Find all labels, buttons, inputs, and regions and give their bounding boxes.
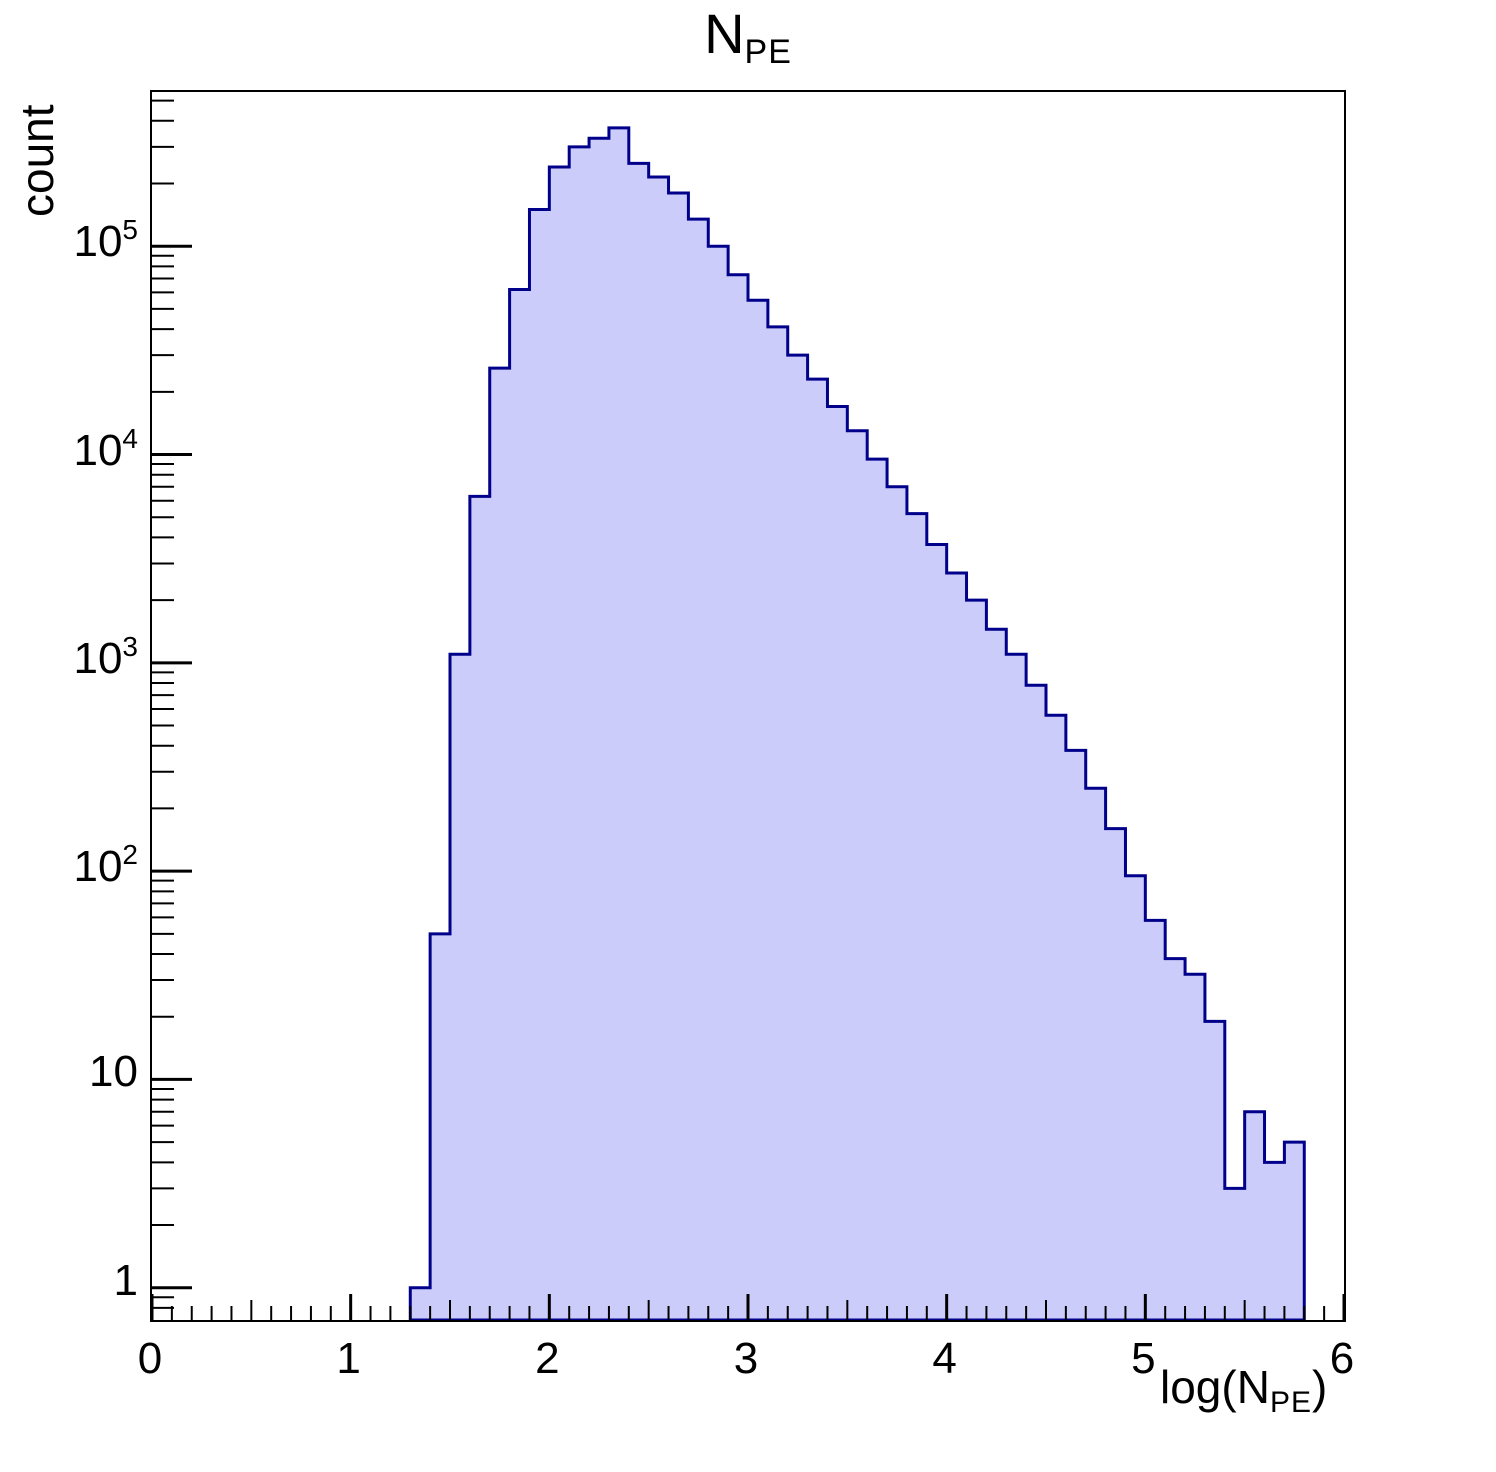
y-tick-label: 105: [0, 214, 138, 267]
chart-title: NPE: [0, 6, 1496, 71]
x-axis-title-tail: ): [1311, 1361, 1328, 1413]
x-tick-label: 1: [336, 1334, 361, 1383]
x-tick-label: 2: [535, 1334, 560, 1383]
x-axis-title: log(NPE): [1160, 1360, 1327, 1420]
chart-title-subscript: PE: [744, 33, 792, 71]
y-tick-label-base: 10: [89, 1047, 138, 1097]
y-tick-label-exponent: 5: [122, 214, 138, 246]
x-tick-label: 3: [733, 1334, 759, 1383]
x-axis-title-main: log(N: [1160, 1361, 1270, 1413]
y-tick-label-base: 10: [73, 217, 123, 267]
y-tick-label-base: 10: [73, 425, 123, 475]
y-tick-label-exponent: 2: [122, 839, 138, 871]
y-tick-label-base: 10: [73, 842, 123, 892]
x-tick-label: 0: [137, 1334, 163, 1383]
plot-frame: [150, 90, 1346, 1322]
x-tick-label: 5: [1131, 1334, 1156, 1383]
x-tick-label: 4: [932, 1334, 957, 1383]
chart-title-main: N: [704, 2, 745, 65]
histogram-plot: [152, 99, 1344, 1320]
y-tick-label-base: 10: [73, 633, 123, 683]
y-tick-label-exponent: 3: [122, 630, 138, 662]
x-tick-label: 6: [1329, 1334, 1355, 1383]
histogram-area: [408, 126, 1306, 1320]
y-tick-label-exponent: 4: [122, 422, 138, 454]
x-axis-title-subscript: PE: [1269, 1386, 1312, 1419]
y-tick-label: 1: [0, 1256, 138, 1306]
y-axis-title: count: [11, 104, 63, 217]
y-tick-label: 102: [0, 839, 138, 892]
y-tick-label: 104: [0, 423, 138, 476]
y-tick-label-base: 1: [113, 1255, 138, 1305]
y-tick-label: 103: [0, 631, 138, 684]
y-tick-label: 10: [0, 1047, 138, 1097]
